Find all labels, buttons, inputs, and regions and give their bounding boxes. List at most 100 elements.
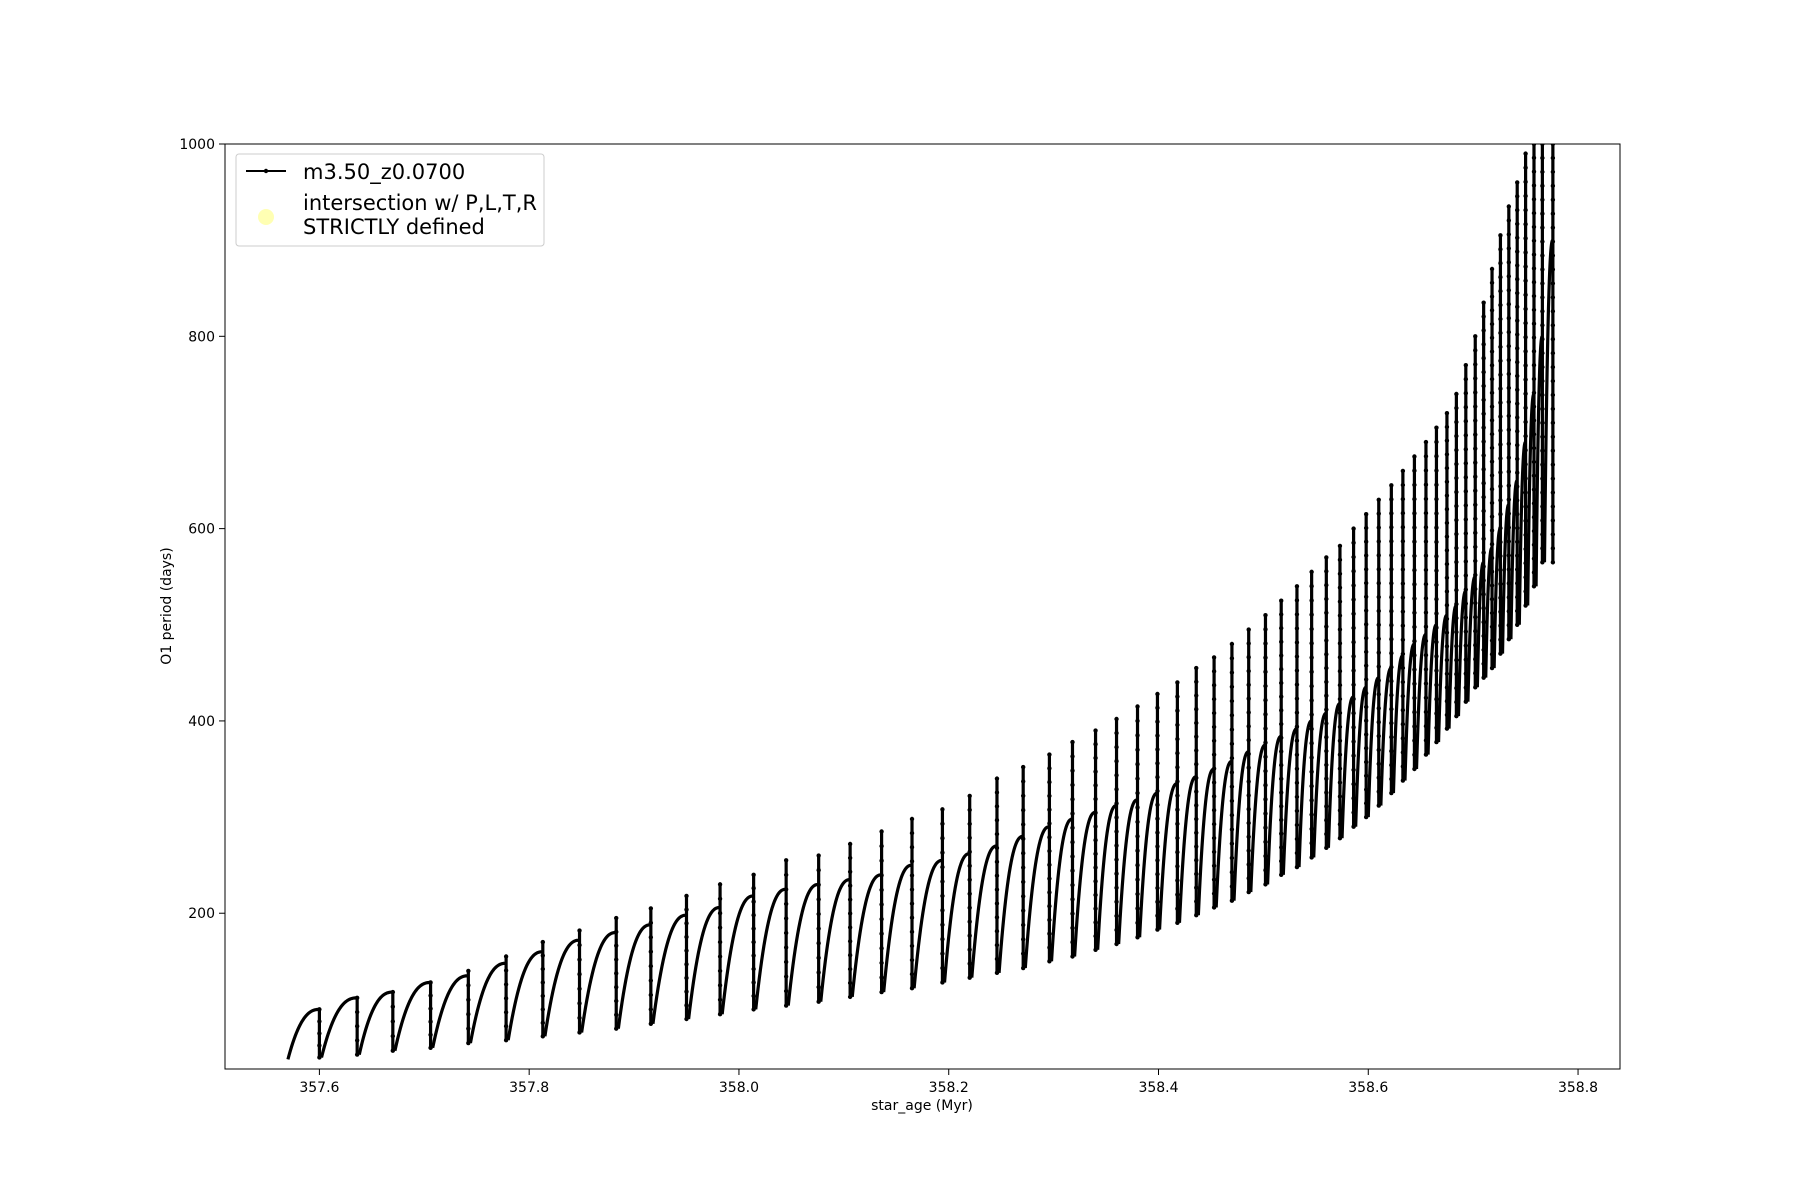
series-point [1523, 476, 1528, 481]
series-point [1506, 427, 1512, 433]
series-point [1523, 532, 1528, 538]
series-point [1498, 372, 1503, 377]
series-point [1506, 511, 1512, 516]
series-point [1444, 630, 1450, 635]
series-point [1434, 554, 1439, 559]
series-point [1481, 508, 1486, 514]
legend: m3.50_z0.0700 intersection w/ P,L,T,R ST… [235, 153, 545, 247]
series-point [1070, 797, 1075, 802]
series-point [1155, 816, 1160, 821]
series-point [1211, 863, 1217, 868]
series-point [967, 947, 972, 952]
series-point [1489, 280, 1495, 285]
series-point [1175, 864, 1180, 869]
series-point [1279, 708, 1284, 713]
series-point [751, 899, 756, 904]
series-line-segment [1436, 411, 1449, 743]
series-point [1194, 761, 1199, 767]
x-tick-label: 358.8 [1558, 1080, 1598, 1096]
series-point [1047, 848, 1052, 854]
pulse-cycle [1312, 555, 1329, 858]
series-point [1211, 808, 1217, 813]
series-point [909, 845, 915, 850]
pulse-cycle [1492, 233, 1503, 669]
series-point [1531, 445, 1537, 451]
series-point [879, 858, 884, 863]
series-line-segment [1281, 584, 1299, 875]
series-point [1489, 294, 1495, 299]
series-point [1309, 655, 1314, 660]
series-point [1550, 253, 1556, 258]
series-point [1506, 288, 1512, 293]
series-point [1463, 489, 1469, 494]
series-line-segment [319, 996, 359, 1058]
series-point [1229, 841, 1235, 846]
series-point [1434, 539, 1439, 545]
series-point [1093, 933, 1098, 939]
series-point [1523, 306, 1528, 312]
series-point [816, 911, 821, 917]
series-line-segment [393, 980, 433, 1052]
series-point [1294, 766, 1300, 772]
series-point [783, 988, 789, 994]
series-point [940, 821, 945, 827]
series-point [1229, 684, 1235, 689]
series-point [1550, 323, 1556, 328]
series-point [1531, 280, 1537, 285]
series-point [1489, 335, 1495, 340]
series-point [1324, 596, 1329, 602]
series-point [1294, 598, 1300, 603]
series-point [1423, 709, 1429, 715]
series-point [1351, 668, 1356, 673]
series-point [1498, 358, 1503, 364]
series-point [1093, 851, 1098, 857]
series-point [1229, 855, 1235, 861]
series-point [1515, 332, 1520, 337]
series-point [1434, 582, 1439, 588]
series-point [994, 901, 1000, 906]
series-point [783, 916, 789, 921]
series-point [1155, 844, 1160, 849]
series-point [1498, 525, 1503, 531]
series-point [1550, 560, 1556, 565]
series-point [1309, 569, 1314, 575]
y-axis-label: O1 period (days) [159, 547, 175, 664]
series-point [1473, 418, 1478, 423]
pulse-cycle [1484, 266, 1495, 678]
series-point [1412, 610, 1417, 615]
series-point [1194, 748, 1199, 753]
series-point [940, 807, 945, 812]
series-line-segment [1414, 440, 1428, 770]
series-point [1246, 848, 1251, 853]
series-point [1194, 816, 1199, 822]
series-point [1400, 567, 1406, 572]
series-point [1114, 773, 1119, 778]
series-point [1294, 654, 1300, 659]
pulse-cycle [651, 893, 689, 1025]
series-point [648, 935, 654, 940]
series-point [1531, 432, 1537, 437]
series-point [909, 901, 915, 906]
series-point [1363, 567, 1369, 572]
series-line-segment [1403, 454, 1417, 781]
series-point [1263, 612, 1268, 618]
series-point [1454, 657, 1459, 663]
series-point [466, 983, 471, 988]
series-point [1155, 871, 1160, 877]
series-point [1376, 664, 1381, 669]
series-point [1020, 951, 1026, 956]
pulse-cycle [1414, 439, 1429, 770]
series-point [1550, 295, 1556, 300]
series-point [1175, 736, 1180, 742]
series-point [1093, 728, 1098, 733]
series-point [1400, 665, 1406, 671]
series-point [648, 920, 654, 926]
series-point [1389, 595, 1394, 600]
series-point [1498, 414, 1503, 419]
series-point [1324, 638, 1329, 643]
pulse-cycle [1509, 180, 1520, 640]
series-point [1324, 748, 1329, 754]
series-point [1412, 738, 1417, 743]
series-line-segment [1509, 180, 1519, 640]
series-point [847, 952, 853, 958]
